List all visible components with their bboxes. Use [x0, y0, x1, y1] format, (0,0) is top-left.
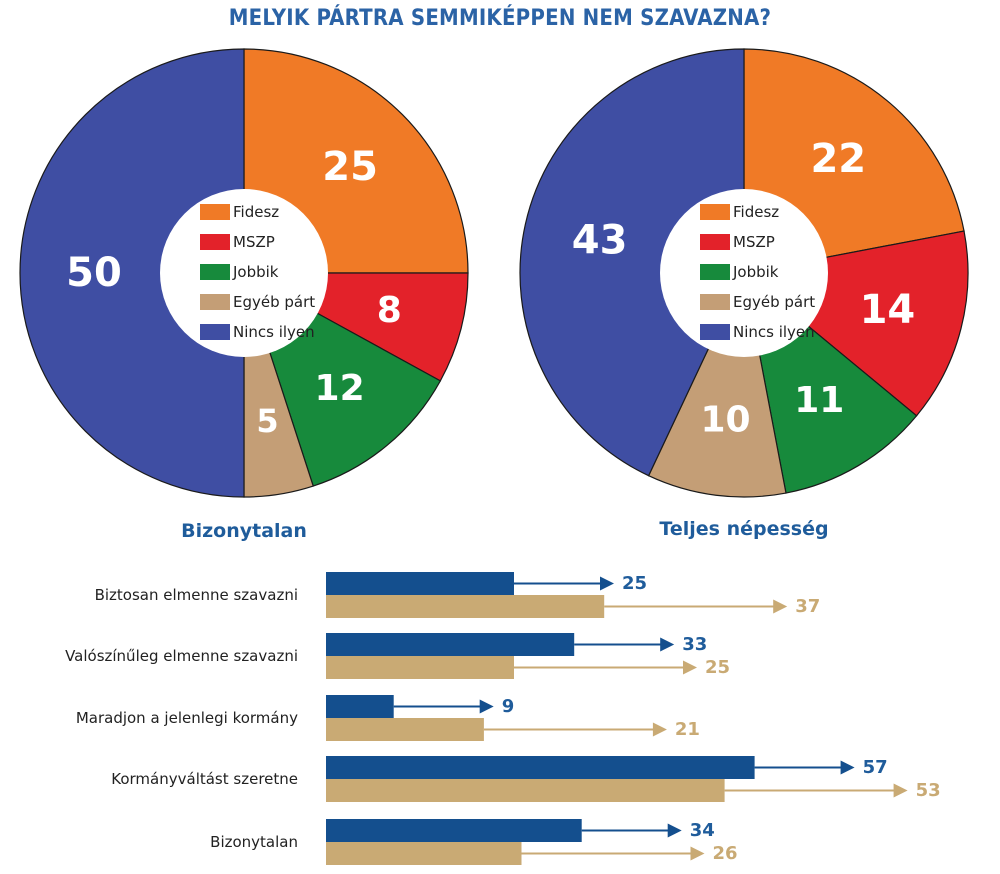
bar-value-label: 21 [675, 719, 700, 740]
pie-center [660, 189, 828, 357]
bar-arrow-head [840, 760, 855, 775]
bar-value-label: 26 [713, 843, 738, 864]
pie-slice-value: 5 [256, 402, 278, 440]
bar-category-label: Valószínűleg elmenne szavazni [65, 647, 298, 665]
pie-slice-value: 22 [810, 136, 866, 182]
bar-arrow-head [479, 699, 494, 714]
legend-swatch-fidesz [200, 204, 230, 220]
bar-arrow-head [683, 660, 697, 675]
bar-value-label: 33 [682, 634, 707, 655]
pie-slice-value: 14 [860, 287, 916, 333]
bar-series-1 [326, 756, 755, 779]
bar-row-3: Maradjon a jelenlegi kormány 9 21 [76, 695, 700, 741]
bar-series-2 [326, 595, 605, 618]
pie-caption: Teljes népesség [659, 518, 828, 540]
legend-swatch-nincs-ilyen [700, 324, 730, 340]
pie-1: 25 8 12 5 50 Fidesz MSZP Jobbik Egyéb párt Nincs … [19, 48, 469, 542]
legend-label: Egyéb párt [233, 293, 315, 311]
legend-swatch-fidesz [700, 204, 730, 220]
bar-series-1 [326, 695, 394, 718]
bar-row-1: Biztosan elmenne szavazni 25 37 [95, 572, 820, 618]
bar-arrow-head [667, 823, 682, 838]
pie-slice-value: 12 [315, 368, 365, 409]
legend-swatch-nincs-ilyen [200, 324, 230, 340]
bar-arrow-head [690, 846, 705, 861]
bar-category-label: Bizonytalan [210, 833, 298, 851]
bar-value-label: 9 [502, 696, 515, 717]
pie-2: 22 14 11 10 43 Fidesz MSZP Jobbik Egyéb párt Ninc… [519, 48, 969, 540]
legend-label: Fidesz [733, 203, 779, 221]
bar-arrow-head [773, 599, 788, 614]
pie-slice-value: 43 [572, 218, 628, 264]
bar-value-label: 25 [705, 657, 730, 678]
legend-swatch-jobbik [200, 264, 230, 280]
bar-value-label: 34 [690, 820, 715, 841]
pie-charts: 25 8 12 5 50 Fidesz MSZP Jobbik Egyéb párt Nincs … [19, 48, 969, 542]
pie-caption: Bizonytalan [181, 520, 307, 542]
pie-legend: Fidesz MSZP Jobbik Egyéb párt Nincs ilyen [700, 203, 815, 341]
legend-label: MSZP [233, 233, 275, 251]
bar-arrow-head [600, 576, 614, 591]
bar-row-4: Kormányváltást szeretne 57 53 [111, 756, 941, 802]
bar-category-label: Maradjon a jelenlegi kormány [76, 709, 298, 727]
legend-swatch-jobbik [700, 264, 730, 280]
legend-label: Jobbik [232, 263, 279, 281]
pie-slice-value: 11 [794, 380, 844, 421]
bar-series-2 [326, 779, 725, 802]
bar-arrow-head [652, 722, 667, 737]
bar-series-1 [326, 633, 575, 656]
legend-label: Fidesz [233, 203, 279, 221]
legend-swatch-egyeb-part [200, 294, 230, 310]
bar-category-label: Biztosan elmenne szavazni [95, 586, 298, 604]
bar-arrow-head [660, 637, 675, 652]
pie-slice-nincs-ilyen [519, 48, 745, 477]
legend-swatch-mszp [700, 234, 730, 250]
legend-label: Egyéb párt [733, 293, 815, 311]
legend-label: Jobbik [732, 263, 779, 281]
pie-slice-value: 50 [66, 250, 122, 296]
bar-series-1 [326, 819, 582, 842]
bar-arrow-head [893, 783, 908, 798]
legend-swatch-mszp [200, 234, 230, 250]
chart-title: MELYIK PÁRTRA SEMMIKÉPPEN NEM SZAVAZNA? [228, 6, 772, 31]
legend-label: MSZP [733, 233, 775, 251]
bar-value-label: 37 [795, 596, 820, 617]
bar-series-2 [326, 718, 484, 741]
pie-center [160, 189, 328, 357]
pie-slice-value: 8 [377, 290, 402, 331]
pie-slice-value: 10 [700, 399, 750, 440]
pie-legend: Fidesz MSZP Jobbik Egyéb párt Nincs ilyen [200, 203, 315, 341]
bar-series-1 [326, 572, 514, 595]
legend-swatch-egyeb-part [700, 294, 730, 310]
bar-category-label: Kormányváltást szeretne [111, 770, 298, 788]
bar-series-2 [326, 656, 514, 679]
bar-chart: Biztosan elmenne szavazni 25 37 Valószínűle… [65, 572, 941, 865]
bar-value-label: 25 [622, 573, 647, 594]
pie-slice-value: 25 [322, 144, 378, 190]
legend-label: Nincs ilyen [233, 323, 315, 341]
legend-label: Nincs ilyen [733, 323, 815, 341]
bar-series-2 [326, 842, 522, 865]
bar-value-label: 53 [916, 780, 941, 801]
bar-value-label: 57 [863, 757, 888, 778]
pie-slice-nincs-ilyen [19, 48, 245, 498]
